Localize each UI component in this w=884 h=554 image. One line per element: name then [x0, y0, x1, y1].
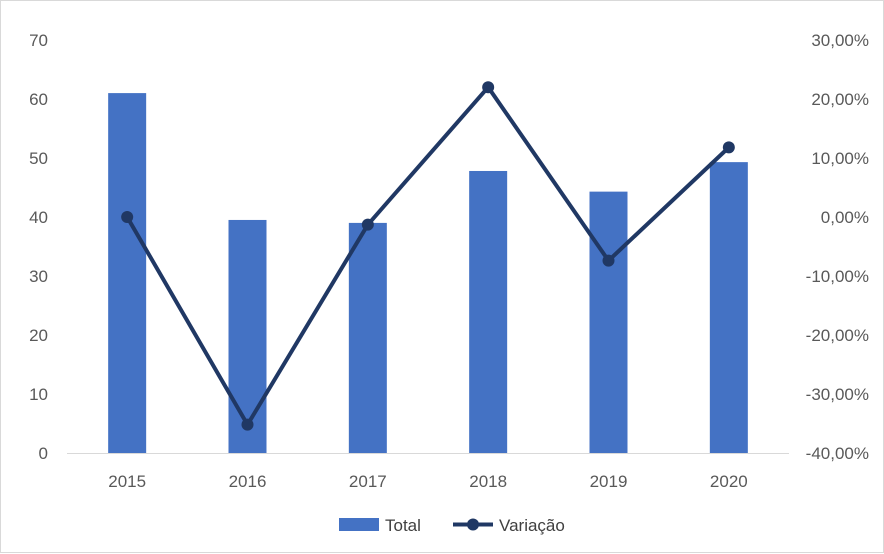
x-tick-label: 2020	[710, 472, 748, 491]
y-right-tick-label: -20,00%	[806, 326, 869, 345]
point-variacao-2017	[361, 218, 374, 231]
bar-total-2015	[108, 93, 147, 453]
x-tick-label: 2018	[469, 472, 507, 491]
y-right-tick-label: -30,00%	[806, 385, 869, 404]
bar-total-2018	[469, 170, 508, 454]
legend-label-variacao: Variação	[499, 516, 565, 535]
x-axis-ticks: 2015 2016 2017 2018 2019 2020	[108, 472, 747, 491]
legend: Total Variação	[339, 516, 565, 535]
y-right-tick-label: 0,00%	[821, 208, 869, 227]
point-variacao-2019	[602, 254, 615, 267]
x-tick-label: 2015	[108, 472, 146, 491]
line-variacao	[125, 85, 731, 427]
y-left-tick-label: 70	[29, 31, 48, 50]
y-left-tick-label: 0	[39, 444, 48, 463]
point-variacao-2016	[241, 418, 254, 431]
y-right-tick-label: -40,00%	[806, 444, 869, 463]
y-axis-right-ticks: -40,00% -30,00% -20,00% -10,00% 0,00% 10,00% 2…	[806, 31, 869, 463]
legend-swatch-total	[339, 518, 379, 531]
x-tick-label: 2016	[229, 472, 267, 491]
y-left-tick-label: 40	[29, 208, 48, 227]
x-tick-label: 2017	[349, 472, 387, 491]
legend-swatch-variacao-marker	[467, 518, 479, 531]
bar-total-2017	[348, 222, 387, 453]
y-left-tick-label: 60	[29, 90, 48, 109]
x-tick-label: 2019	[590, 472, 628, 491]
y-right-tick-label: 20,00%	[811, 90, 869, 109]
y-right-tick-label: 10,00%	[811, 149, 869, 168]
point-variacao-2018	[482, 81, 495, 94]
line-series-variacao	[121, 81, 735, 431]
point-variacao-2015	[121, 211, 134, 223]
y-right-tick-label: 30,00%	[811, 31, 869, 50]
y-right-tick-label: -10,00%	[806, 267, 869, 286]
legend-label-total: Total	[385, 516, 421, 535]
bar-total-2019	[589, 191, 628, 453]
y-left-tick-label: 10	[29, 385, 48, 404]
bar-total-2020	[709, 162, 748, 453]
point-variacao-2020	[722, 141, 735, 154]
bar-total-2016	[228, 219, 267, 453]
y-left-tick-label: 50	[29, 149, 48, 168]
y-left-tick-label: 20	[29, 326, 48, 345]
y-axis-left-ticks: 0 10 20 30 40 50 60 70	[29, 31, 48, 463]
bar-series-total	[108, 93, 748, 454]
y-left-tick-label: 30	[29, 267, 48, 286]
